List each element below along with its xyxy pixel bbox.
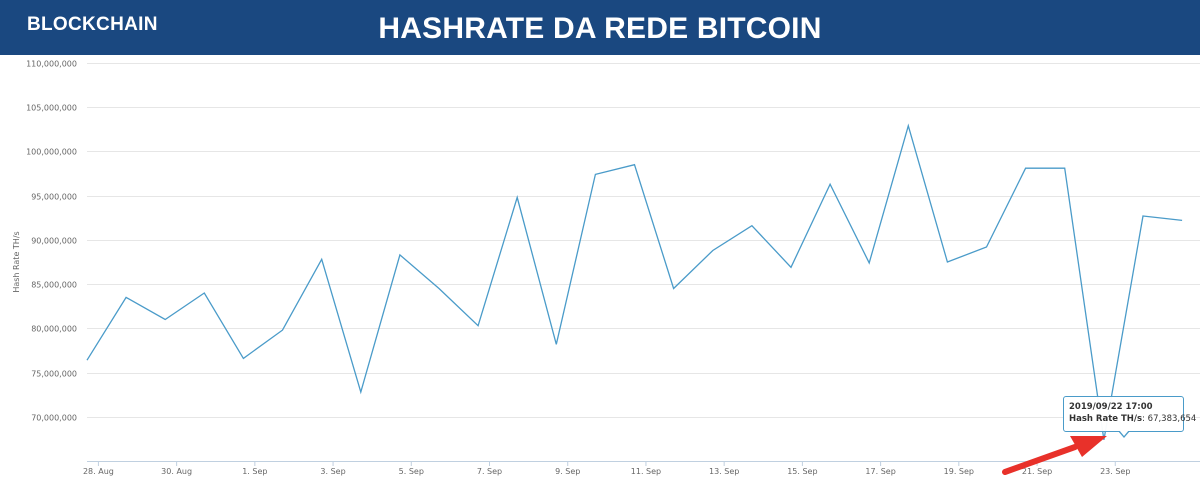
x-tick-label: 21. Sep [1022,467,1052,476]
data-point [1142,215,1144,217]
y-axis-ticks: 70,000,000 75,000,000 80,000,000 85,000,000… [26,60,77,423]
arrow-head [1070,436,1107,457]
x-tick-label: 7. Sep [477,467,502,476]
data-point [594,173,596,175]
tooltip-pointer-inner [1119,430,1129,436]
x-tick-label: 1. Sep [242,467,267,476]
data-point [712,249,714,251]
series-line [86,123,1183,441]
x-axis-ticks: 28. Aug 30. Aug 1. Sep 3. Sep 5. Sep 7. Sep 9.… [83,461,1130,476]
x-tick-label: 3. Sep [320,467,345,476]
data-point [321,258,323,260]
data-point [516,196,518,198]
header-bar: BLOCKCHAIN HASHRATE DA REDE BITCOIN [0,0,1200,55]
data-point [672,287,674,289]
arrow-shaft [1002,444,1078,475]
series-points [86,125,1184,441]
data-point [1181,219,1183,221]
x-tick-label: 17. Sep [865,467,895,476]
y-axis-label: Hash Rate TH/s [12,231,21,292]
data-point [555,343,557,345]
data-point [868,262,870,264]
y-tick-label: 85,000,000 [31,281,77,290]
data-point [790,266,792,268]
data-tooltip: 2019/09/22 17:00 Hash Rate TH/s: 67,383,… [1063,396,1196,432]
tooltip-date: 2019/09/22 17:00 [1069,402,1153,412]
x-tick-label: 23. Sep [1100,467,1130,476]
page-title: HASHRATE DA REDE BITCOIN [378,12,822,45]
data-point [477,325,479,327]
tooltip-value: 67,383,654 [1147,414,1197,424]
data-point [438,287,440,289]
red-arrow-icon [1002,436,1107,475]
tooltip-series-name: Hash Rate TH/s [1069,414,1143,424]
data-point [1024,167,1026,169]
data-point [203,292,205,294]
data-point [829,183,831,185]
data-point [633,164,635,166]
y-tick-label: 80,000,000 [31,325,77,334]
x-tick-label: 28. Aug [83,467,114,476]
y-tick-label: 95,000,000 [31,193,77,202]
tooltip-separator: : [1142,414,1148,424]
data-point [164,318,166,320]
y-tick-label: 100,000,000 [26,148,77,157]
data-point [751,225,753,227]
x-tick-label: 11. Sep [631,467,661,476]
data-point [125,296,127,298]
x-tick-label: 13. Sep [709,467,739,476]
x-tick-label: 5. Sep [399,467,424,476]
x-tick-label: 9. Sep [555,467,580,476]
y-tick-label: 110,000,000 [26,60,77,69]
brand-logo[interactable]: BLOCKCHAIN [27,14,158,35]
data-point [281,329,283,331]
data-point [360,391,362,393]
y-tick-label: 105,000,000 [26,104,77,113]
y-tick-label: 90,000,000 [31,237,77,246]
x-tick-label: 19. Sep [944,467,974,476]
data-point [242,357,244,359]
grid-lines [87,63,1200,418]
data-point [399,254,401,256]
data-point [86,359,88,361]
x-tick-label: 15. Sep [787,467,817,476]
data-point [946,261,948,263]
y-tick-label: 70,000,000 [31,414,77,423]
y-tick-label: 75,000,000 [31,370,77,379]
data-point [907,125,909,127]
data-point [1064,167,1066,169]
data-point [985,246,987,248]
x-tick-label: 30. Aug [161,467,192,476]
